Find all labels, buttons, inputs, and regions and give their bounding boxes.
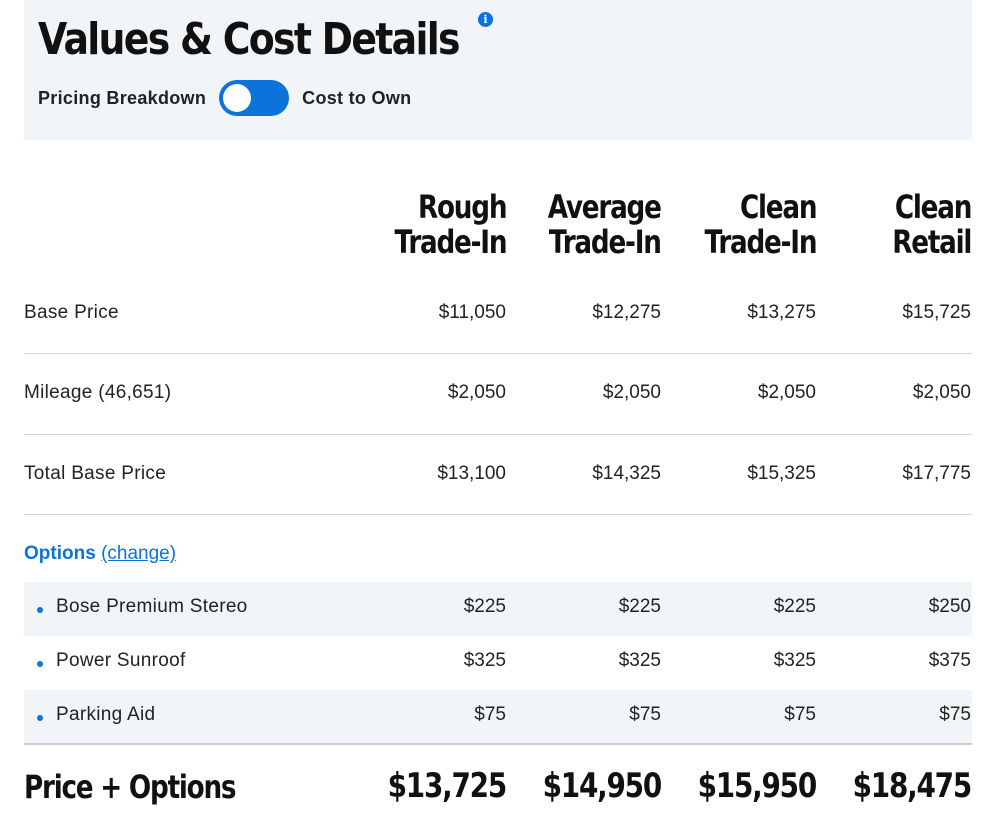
row-label: Mileage (46,651) (24, 382, 172, 403)
bullet-icon (37, 661, 43, 667)
value-clean-trade-in: $2,050 (757, 382, 816, 403)
total-average-trade-in: $14,950 (542, 766, 663, 806)
value-clean-retail: $17,775 (902, 463, 971, 484)
toggle-knob (223, 84, 252, 112)
value-clean-retail: $75 (939, 704, 971, 725)
value-average-trade-in: $2,050 (602, 382, 661, 403)
option-row-parking-aid: Parking Aid $75 $75 $75 $75 (24, 690, 972, 744)
value-clean-trade-in: $325 (773, 650, 816, 671)
header-panel: Values & Cost Details i Pricing Breakdow… (24, 0, 972, 140)
value-average-trade-in: $325 (618, 650, 661, 671)
row-divider (24, 434, 972, 435)
price-plus-options-label: Price + Options (24, 768, 237, 806)
value-clean-retail: $15,725 (902, 302, 971, 323)
option-label: Bose Premium Stereo (56, 596, 248, 617)
option-label: Parking Aid (56, 704, 156, 725)
row-label: Total Base Price (24, 463, 167, 484)
options-heading: Options (change) (24, 543, 176, 565)
value-clean-trade-in: $225 (773, 596, 816, 617)
toggle-label-pricing-breakdown[interactable]: Pricing Breakdown (38, 87, 207, 108)
total-clean-retail: $18,475 (852, 766, 973, 806)
option-label: Power Sunroof (56, 650, 186, 671)
options-change-link[interactable]: (change) (101, 543, 177, 564)
value-average-trade-in: $75 (629, 704, 661, 725)
value-average-trade-in: $12,275 (592, 302, 661, 323)
column-header-clean-retail: Clean Retail (892, 188, 972, 261)
column-header-clean-trade-in: Clean Trade-In (704, 188, 817, 261)
value-rough-trade-in: $13,100 (437, 463, 506, 484)
info-icon[interactable]: i (478, 12, 493, 27)
column-header-rough-trade-in: Rough Trade-In (394, 188, 507, 261)
value-average-trade-in: $14,325 (592, 463, 661, 484)
value-clean-retail: $375 (928, 650, 971, 671)
value-rough-trade-in: $75 (474, 704, 506, 725)
value-rough-trade-in: $325 (463, 650, 506, 671)
options-label: Options (24, 543, 96, 564)
row-label: Base Price (24, 302, 119, 323)
toggle-label-cost-to-own[interactable]: Cost to Own (302, 87, 412, 108)
pricing-toggle-row: Pricing Breakdown Cost to Own (38, 80, 411, 116)
value-clean-trade-in: $13,275 (747, 302, 816, 323)
option-row-power-sunroof: Power Sunroof $325 $325 $325 $375 (24, 636, 972, 690)
bullet-icon (37, 715, 43, 721)
value-average-trade-in: $225 (618, 596, 661, 617)
total-divider (24, 743, 972, 745)
column-header-average-trade-in: Average Trade-In (548, 188, 662, 261)
value-clean-trade-in: $75 (784, 704, 816, 725)
value-rough-trade-in: $225 (463, 596, 506, 617)
page-title: Values & Cost Details (38, 14, 461, 65)
value-clean-retail: $2,050 (912, 382, 971, 403)
pricing-cost-toggle[interactable] (219, 80, 290, 116)
value-clean-retail: $250 (928, 596, 971, 617)
value-clean-trade-in: $15,325 (747, 463, 816, 484)
value-rough-trade-in: $11,050 (438, 302, 506, 323)
row-divider (24, 514, 972, 515)
value-rough-trade-in: $2,050 (447, 382, 506, 403)
row-divider (24, 353, 972, 354)
bullet-icon (37, 607, 43, 613)
total-rough-trade-in: $13,725 (387, 766, 508, 806)
option-row-bose-premium-stereo: Bose Premium Stereo $225 $225 $225 $250 (24, 582, 972, 636)
total-clean-trade-in: $15,950 (697, 766, 818, 806)
